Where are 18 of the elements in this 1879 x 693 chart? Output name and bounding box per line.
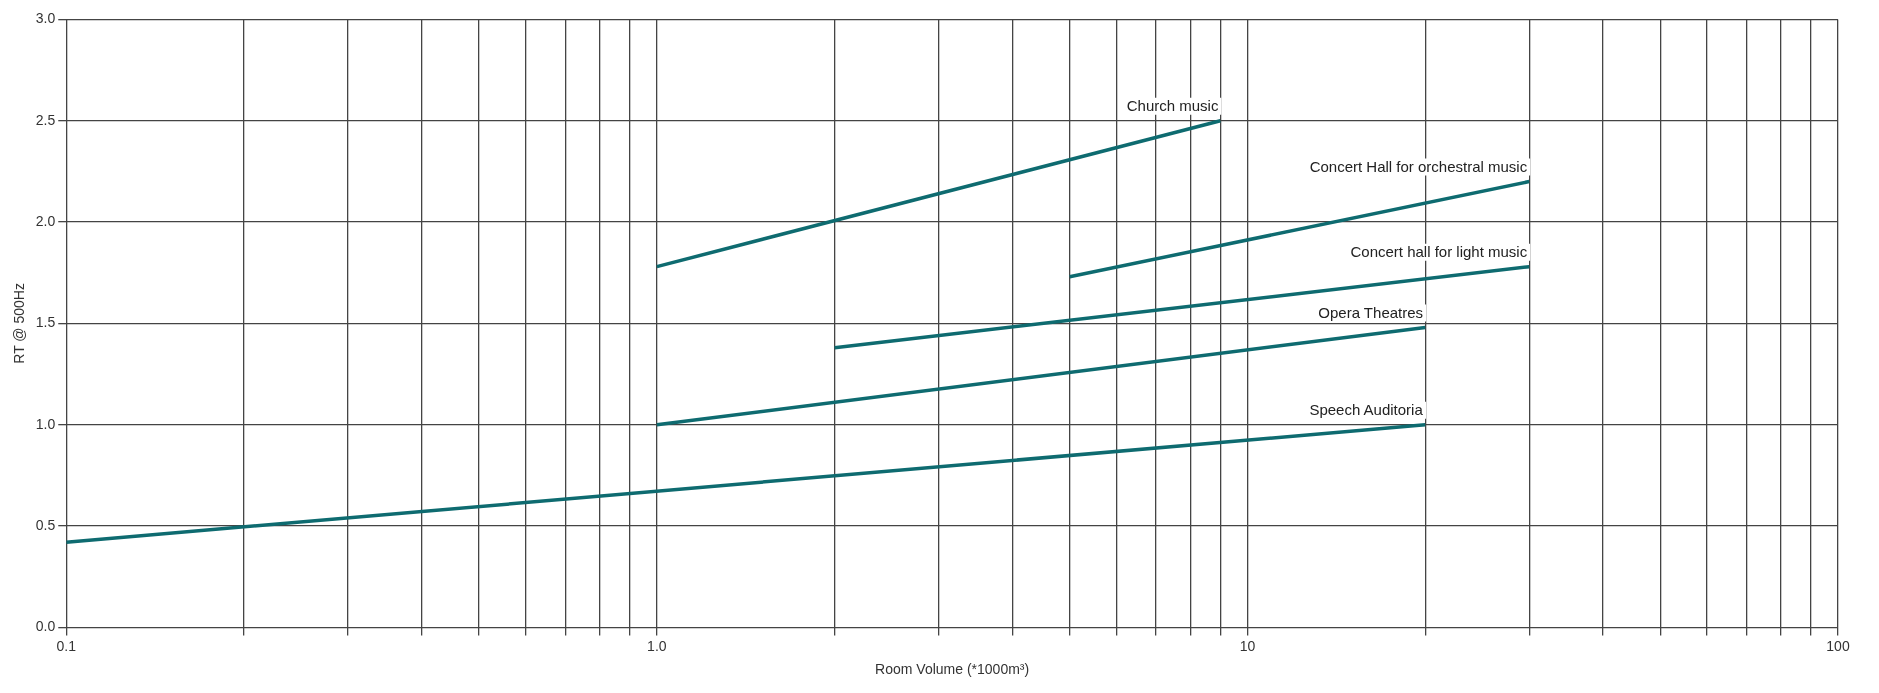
- x-tick-label: 10: [1239, 637, 1256, 654]
- series-label: Speech Auditoria: [1309, 401, 1424, 419]
- y-tick-label: 1.0: [35, 415, 56, 432]
- series-label: Concert Hall for orchestral music: [1309, 158, 1528, 176]
- series-label: Opera Theatres: [1318, 304, 1424, 322]
- series-label: Church music: [1126, 97, 1219, 115]
- y-tick-label: 1.5: [35, 314, 56, 331]
- y-tick-label: 3.0: [35, 10, 56, 27]
- y-axis-title: RT @ 500Hz: [11, 283, 28, 364]
- y-tick-label: 2.0: [35, 212, 56, 229]
- series-label: Concert hall for light music: [1350, 243, 1528, 261]
- x-tick-label: 1.0: [647, 637, 667, 654]
- y-tick-label: 0.5: [35, 516, 56, 533]
- x-tick-label: 0.1: [56, 637, 77, 654]
- x-tick-label: 100: [1826, 637, 1850, 654]
- y-tick-label: 2.5: [35, 111, 56, 128]
- x-axis-title: Room Volume (*1000m³): [875, 661, 1030, 678]
- y-tick-label: 0.0: [35, 618, 56, 635]
